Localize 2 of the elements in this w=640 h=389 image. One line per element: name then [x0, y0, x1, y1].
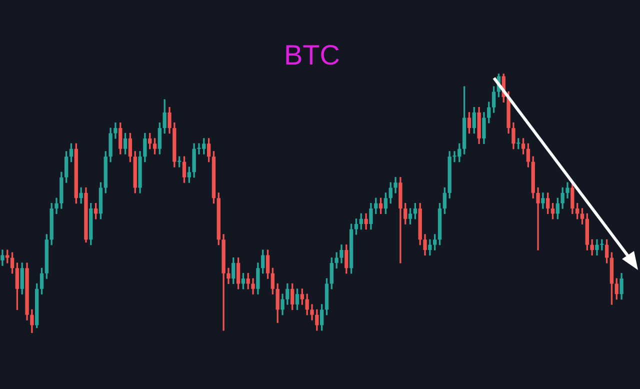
chart-title: BTC [284, 40, 340, 71]
candlestick [536, 187, 540, 250]
